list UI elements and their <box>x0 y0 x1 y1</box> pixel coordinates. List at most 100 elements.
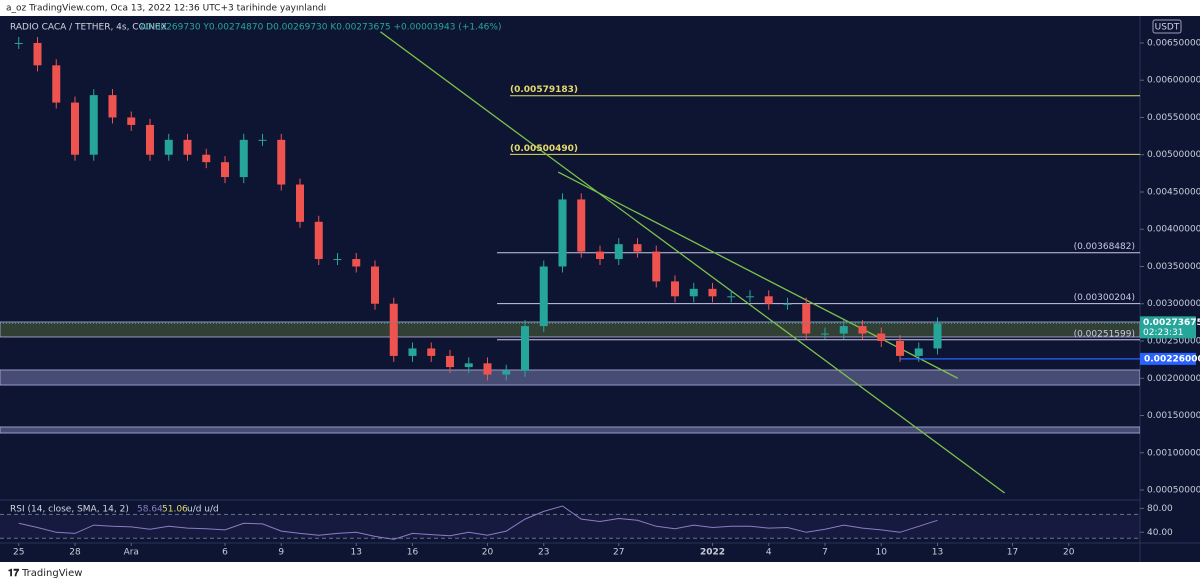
candle <box>446 355 454 368</box>
candle <box>521 326 529 371</box>
candle <box>52 65 61 103</box>
candle <box>464 363 473 368</box>
x-tick-label: 7 <box>822 548 828 558</box>
x-tick-label: 20 <box>482 548 494 558</box>
footer-logo: 𝟏𝟕 <box>8 568 20 579</box>
candle <box>614 244 623 260</box>
y-tick-label: 0.00550000 <box>1147 113 1200 123</box>
candle <box>671 281 679 297</box>
y-tick-label: 0.00050000 <box>1147 486 1200 496</box>
candle <box>896 341 904 356</box>
candle <box>408 348 417 356</box>
candle <box>483 363 492 375</box>
rsi-title: RSI (14, close, SMA, 14, 2) <box>10 505 129 515</box>
zone <box>0 426 1140 434</box>
candle <box>202 154 211 163</box>
candle <box>746 296 754 298</box>
x-tick-label: Ara <box>124 548 139 558</box>
trendline <box>380 31 1006 494</box>
candle <box>652 251 661 282</box>
zone <box>0 321 1140 338</box>
y-tick-label: 0.00300000 <box>1147 299 1200 309</box>
rsi-value: 58.64 <box>137 505 163 515</box>
x-tick-label: 20 <box>1063 548 1075 558</box>
candle <box>352 259 361 267</box>
candle <box>239 139 248 178</box>
candle <box>558 199 567 267</box>
currency-label: USDT <box>1155 23 1180 33</box>
x-tick-label: 2022 <box>700 548 725 558</box>
fib-level-label: (0.00579183) <box>510 85 578 95</box>
trendline <box>557 171 959 379</box>
candle <box>146 124 154 155</box>
candle <box>783 303 792 305</box>
candle <box>689 288 698 297</box>
x-tick-label: 23 <box>538 548 549 558</box>
countdown-label: 02:23:31 <box>1143 328 1183 338</box>
price-marker-label: 0.00226000 <box>1144 354 1200 364</box>
x-tick-label: 10 <box>876 548 888 558</box>
y-tick-label: 0.00100000 <box>1147 448 1200 458</box>
candle <box>427 348 436 356</box>
candle <box>727 296 736 298</box>
candle <box>839 326 848 334</box>
rsi-line <box>18 505 938 540</box>
ohlc-legend: A0.00269730 Y0.00274870 D0.00269730 K0.0… <box>140 23 501 33</box>
candle <box>14 42 23 44</box>
candle <box>277 139 286 185</box>
candle <box>389 303 398 356</box>
candle <box>821 333 829 335</box>
candle <box>183 139 192 155</box>
y-tick-label: 0.00200000 <box>1147 374 1200 384</box>
candle <box>858 326 867 334</box>
candle <box>258 139 267 141</box>
current-price-badge <box>1140 316 1196 339</box>
footer-brand: TradingView <box>21 568 82 579</box>
x-tick-label: 17 <box>1007 548 1018 558</box>
header-bar <box>0 0 1200 16</box>
fib-level-label: (0.00251599) <box>1074 329 1135 339</box>
candle <box>164 139 173 155</box>
candle <box>877 333 886 342</box>
x-tick-label: 28 <box>69 548 81 558</box>
candle <box>933 323 942 349</box>
current-price-label: 0.00273675 <box>1143 318 1200 328</box>
chart-background <box>0 16 1200 562</box>
y-tick-label: 0.00400000 <box>1147 225 1200 235</box>
footer-bar <box>0 562 1200 585</box>
candle <box>314 221 323 260</box>
rsi-sma-value: 51.06 <box>162 505 188 515</box>
y-tick-label: 0.00650000 <box>1147 38 1200 48</box>
candle <box>708 288 717 297</box>
chart-title: RADIO CACA / TETHER, 4s, COINEX <box>10 23 167 33</box>
x-tick-label: 6 <box>222 548 228 558</box>
zone <box>0 369 1140 386</box>
currency-badge <box>1152 19 1182 34</box>
y-tick-label: 0.00250000 <box>1147 337 1200 347</box>
rsi-band-fill <box>0 514 1140 539</box>
candle <box>764 296 773 304</box>
candle <box>127 117 136 125</box>
x-tick-label: 25 <box>13 548 24 558</box>
candle <box>633 244 642 252</box>
x-tick-label: 4 <box>766 548 772 558</box>
x-tick-label: 16 <box>407 548 419 558</box>
candle <box>221 162 229 178</box>
rsi-tick-label: 40.00 <box>1147 528 1173 538</box>
price-marker-badge <box>1140 352 1196 365</box>
candle <box>333 259 342 261</box>
candle <box>577 199 586 252</box>
y-tick-label: 0.00450000 <box>1147 187 1200 197</box>
candle <box>89 95 98 155</box>
candle <box>108 95 117 118</box>
x-tick-label: 27 <box>613 548 624 558</box>
candle <box>539 266 548 327</box>
candle <box>802 303 811 334</box>
candle <box>502 370 511 375</box>
x-tick-label: 13 <box>351 548 362 558</box>
rsi-extra: u/d u/d <box>187 505 219 515</box>
y-tick-label: 0.00500000 <box>1147 150 1200 160</box>
fib-level-label: (0.00500490) <box>510 144 578 154</box>
